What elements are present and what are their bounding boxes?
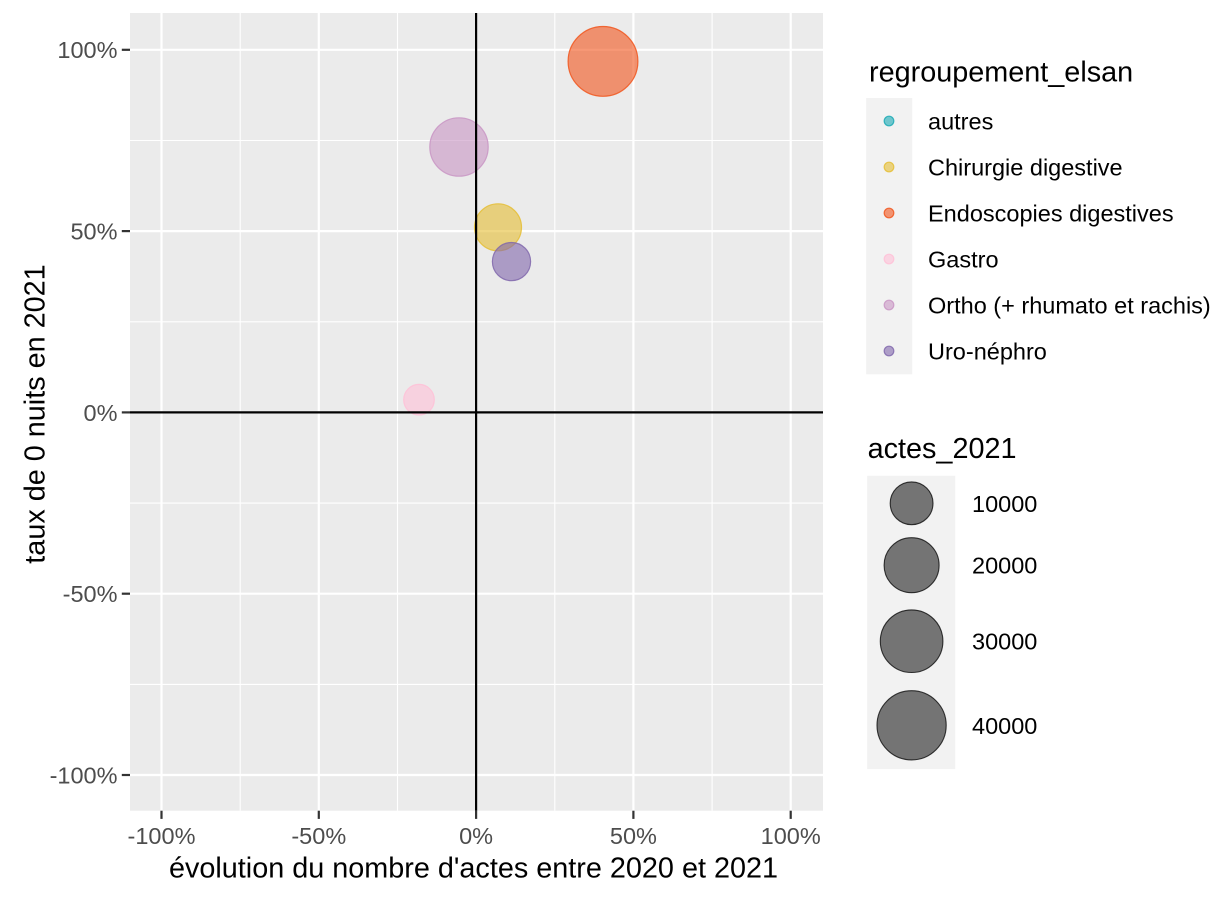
svg-text:autres: autres <box>928 109 993 135</box>
svg-text:évolution du nombre d'actes en: évolution du nombre d'actes entre 2020 e… <box>169 853 778 885</box>
svg-text:Chirurgie digestive: Chirurgie digestive <box>928 155 1123 181</box>
svg-text:50%: 50% <box>610 823 657 849</box>
svg-text:100%: 100% <box>761 823 821 849</box>
svg-text:Ortho (+ rhumato et rachis): Ortho (+ rhumato et rachis) <box>928 293 1211 319</box>
svg-text:Uro-néphro: Uro-néphro <box>928 339 1047 365</box>
svg-text:Endoscopies digestives: Endoscopies digestives <box>928 201 1174 227</box>
svg-text:regroupement_elsan: regroupement_elsan <box>869 57 1133 89</box>
svg-text:100%: 100% <box>57 37 117 63</box>
svg-text:Gastro: Gastro <box>928 247 999 273</box>
svg-text:-100%: -100% <box>50 762 118 788</box>
svg-text:40000: 40000 <box>972 713 1037 739</box>
svg-text:0%: 0% <box>459 823 493 849</box>
svg-text:-50%: -50% <box>291 823 346 849</box>
svg-text:taux de 0 nuits en 2021: taux de 0 nuits en 2021 <box>20 264 52 563</box>
svg-text:30000: 30000 <box>972 629 1037 655</box>
svg-text:20000: 20000 <box>972 553 1037 579</box>
svg-text:actes_2021: actes_2021 <box>868 433 1017 465</box>
svg-text:10000: 10000 <box>972 491 1037 517</box>
svg-text:50%: 50% <box>70 219 117 245</box>
svg-text:-50%: -50% <box>63 581 118 607</box>
svg-text:0%: 0% <box>84 400 118 426</box>
svg-text:-100%: -100% <box>128 823 196 849</box>
